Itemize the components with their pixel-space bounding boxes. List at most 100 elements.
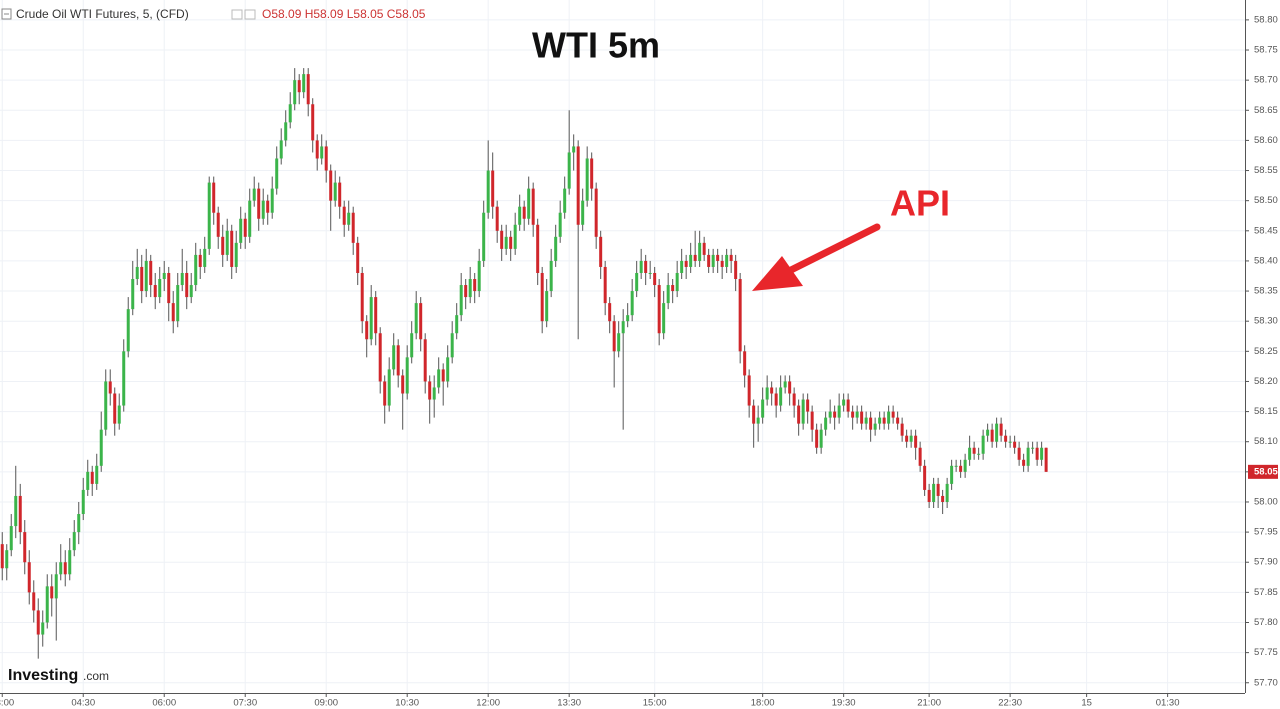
candle-body (149, 260, 153, 286)
candle-body (702, 242, 706, 255)
candle-body (162, 272, 166, 280)
candle-body (288, 104, 292, 123)
candle-body (261, 200, 265, 219)
x-tick-label: 03:00 (0, 698, 14, 709)
y-tick-label: 58.70 (1254, 75, 1278, 86)
candle-body (828, 411, 832, 418)
candle-body (459, 285, 463, 316)
candle-body (473, 279, 477, 292)
collapse-icon[interactable] (1, 8, 12, 20)
candle-body (675, 272, 679, 292)
candle-body (860, 411, 864, 424)
candle-body (608, 303, 612, 322)
candle-body (266, 200, 270, 213)
candle-body (842, 399, 846, 406)
candle-body (477, 260, 481, 292)
y-tick-label: 58.30 (1254, 316, 1278, 327)
candle-body (0, 544, 4, 569)
candle-body (428, 381, 432, 400)
candle-body (450, 333, 454, 358)
candle-body (383, 381, 387, 406)
candle-body (153, 285, 157, 298)
y-tick-label: 58.15 (1254, 406, 1278, 417)
candle-body (180, 272, 184, 286)
candle-body (554, 236, 558, 261)
candle-body (990, 429, 994, 442)
candle-body (981, 435, 985, 454)
candle-body (873, 423, 877, 430)
candle-body (279, 140, 283, 159)
candle-body (707, 254, 711, 267)
candle-body (324, 146, 328, 171)
candle-body (167, 272, 171, 304)
candle-body (761, 399, 765, 418)
candle-body (1004, 435, 1008, 442)
candle-body (846, 399, 850, 412)
candle-body (212, 182, 216, 213)
candle-body (189, 285, 193, 298)
candle-body (225, 230, 229, 255)
candle-body (711, 254, 715, 267)
annotation-arrowhead (752, 256, 803, 291)
axes: 57.70 57.75 57.80 57.85 57.90 57.95 58.00 58.05… (0, 14, 1278, 708)
candle-body (1013, 441, 1017, 448)
candle-body (630, 291, 634, 316)
x-tick-label: 15 (1081, 698, 1092, 709)
last-price-label: 58.05 (1254, 466, 1278, 477)
y-tick-label: 57.95 (1254, 527, 1278, 538)
y-tick-label: 58.25 (1254, 346, 1278, 357)
candle-body (36, 610, 40, 635)
candle-body (297, 80, 301, 93)
candle-body (572, 146, 576, 153)
candle-body (819, 429, 823, 448)
candle-body (365, 321, 369, 340)
candle-body (329, 170, 333, 201)
candle-body (765, 387, 769, 400)
candle-body (513, 224, 517, 249)
x-tick-label: 09:00 (314, 698, 338, 709)
candle-body (770, 387, 774, 394)
candle-body (549, 260, 553, 292)
candle-body (252, 188, 256, 201)
candle-body (950, 465, 954, 484)
candle-body (612, 321, 616, 352)
candle-body (95, 465, 99, 484)
y-tick-label: 58.50 (1254, 195, 1278, 206)
candle-body (284, 122, 288, 141)
candle-body (963, 459, 967, 472)
candle-body (464, 285, 468, 298)
y-tick-label: 58.65 (1254, 105, 1278, 116)
settings-icon[interactable] (231, 9, 243, 20)
candle-body (90, 471, 94, 484)
candle-body (270, 188, 274, 213)
x-tick-label: 19:30 (832, 698, 856, 709)
candle-body (900, 423, 904, 436)
candle-body (320, 146, 324, 159)
x-tick-label: 07:30 (233, 698, 257, 709)
y-tick-label: 58.00 (1254, 496, 1278, 507)
candle-body (779, 387, 783, 406)
candle-body (914, 435, 918, 448)
candle-body (374, 297, 378, 334)
candle-body (626, 315, 630, 322)
candle-body (293, 80, 297, 105)
candle-body (743, 351, 747, 376)
x-tick-label: 21:00 (917, 698, 941, 709)
candle-body (32, 592, 36, 611)
candle-body (446, 357, 450, 382)
candle-body (644, 260, 648, 273)
x-tick-label: 18:00 (751, 698, 775, 709)
candle-body (77, 514, 81, 533)
symbol-label: Crude Oil WTI Futures, 5, (CFD) (16, 7, 189, 21)
candle-body (869, 417, 873, 430)
candle-body (275, 158, 279, 189)
candle-body (689, 254, 693, 267)
candle-body (518, 206, 522, 225)
candle-body (797, 405, 801, 424)
candle-body (333, 182, 337, 201)
candle-body (671, 285, 675, 292)
candle-body (68, 550, 72, 575)
candle-body (72, 532, 76, 551)
hide-icon[interactable] (244, 9, 256, 20)
